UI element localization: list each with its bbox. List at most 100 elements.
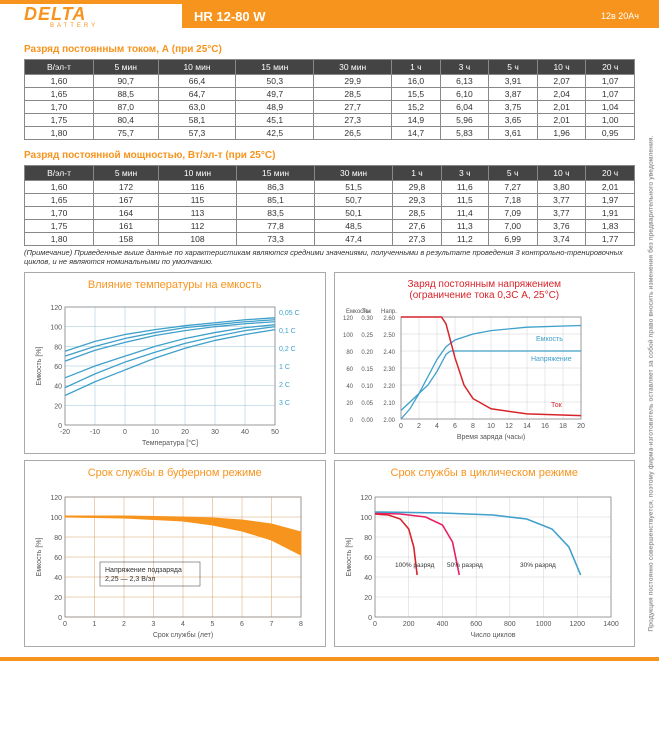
- svg-text:18: 18: [559, 423, 567, 430]
- svg-text:20: 20: [364, 595, 372, 602]
- svg-text:0: 0: [349, 418, 353, 424]
- svg-text:Число циклов: Число циклов: [470, 632, 515, 639]
- table-row: 1,7580,458,145,127,314,95,963,652,011,00: [25, 114, 635, 127]
- svg-text:Емкость: Емкость: [536, 336, 563, 343]
- svg-text:40: 40: [54, 575, 62, 582]
- table-row: 1,7087,063,048,927,715,26,043,752,011,04: [25, 101, 635, 114]
- header: DELTA BATTERY HR 12-80 W 12в 20Ач: [0, 4, 659, 28]
- svg-text:0: 0: [58, 615, 62, 622]
- svg-text:2.00: 2.00: [383, 418, 395, 424]
- svg-text:60: 60: [54, 555, 62, 562]
- svg-text:Температура [°C]: Температура [°C]: [142, 439, 198, 447]
- svg-text:6: 6: [453, 423, 457, 430]
- svg-text:0.05: 0.05: [361, 401, 373, 407]
- table-row: 1,6017211686,351,529,811,67,273,802,01: [25, 181, 635, 194]
- svg-text:3 С: 3 С: [279, 400, 290, 407]
- svg-text:0: 0: [368, 615, 372, 622]
- svg-text:80: 80: [54, 535, 62, 542]
- svg-text:80: 80: [54, 344, 62, 351]
- svg-text:-20: -20: [60, 429, 70, 436]
- svg-text:2.60: 2.60: [383, 316, 395, 322]
- svg-text:100: 100: [360, 515, 372, 522]
- svg-text:200: 200: [402, 621, 414, 628]
- svg-text:Ток: Ток: [362, 309, 372, 315]
- discharge-power-table: В/эл-т5 мин10 мин15 мин30 мин1 ч3 ч5 ч10…: [24, 165, 635, 246]
- svg-text:40: 40: [364, 575, 372, 582]
- svg-text:100: 100: [50, 325, 62, 332]
- svg-text:1 С: 1 С: [279, 364, 290, 371]
- svg-text:60: 60: [364, 555, 372, 562]
- svg-text:80: 80: [346, 350, 353, 356]
- svg-text:20: 20: [54, 595, 62, 602]
- svg-text:0: 0: [399, 423, 403, 430]
- table-row: 1,8015810873,347,427,311,26,993,741,77: [25, 233, 635, 246]
- brand-name: DELTA: [24, 4, 182, 25]
- svg-text:80: 80: [364, 535, 372, 542]
- svg-text:2,25 — 2,3 В/эл: 2,25 — 2,3 В/эл: [105, 576, 155, 583]
- svg-text:2.30: 2.30: [383, 367, 395, 373]
- chart-float-life: Срок службы в буферном режиме 0123456780…: [24, 460, 326, 647]
- svg-text:2: 2: [417, 423, 421, 430]
- spec-label: 12в 20Ач: [519, 4, 659, 28]
- svg-text:2.20: 2.20: [383, 384, 395, 390]
- chart2-title: Заряд постоянным напряжением: [407, 279, 561, 290]
- svg-text:2.40: 2.40: [383, 350, 395, 356]
- svg-text:0: 0: [58, 423, 62, 430]
- svg-text:60: 60: [346, 367, 353, 373]
- svg-text:120: 120: [342, 316, 353, 322]
- svg-text:0.20: 0.20: [361, 350, 373, 356]
- svg-text:1200: 1200: [569, 621, 585, 628]
- svg-text:3: 3: [152, 621, 156, 628]
- side-disclaimer: Продукция постоянно совершенствуется, по…: [648, 135, 655, 631]
- table2-title: Разряд постоянной мощностью, Вт/эл-т (пр…: [24, 150, 635, 161]
- footnote: (Примечание) Приведенные выше данные по …: [24, 248, 635, 266]
- svg-text:Емкость [%]: Емкость [%]: [346, 537, 353, 576]
- svg-text:60: 60: [54, 364, 62, 371]
- svg-text:12: 12: [505, 423, 513, 430]
- svg-text:40: 40: [241, 429, 249, 436]
- svg-text:0: 0: [63, 621, 67, 628]
- svg-text:30: 30: [211, 429, 219, 436]
- svg-text:Емкость [%]: Емкость [%]: [36, 537, 43, 576]
- table-row: 1,6090,766,450,329,916,06,133,912,071,07: [25, 75, 635, 88]
- svg-text:0: 0: [123, 429, 127, 436]
- svg-text:20: 20: [54, 403, 62, 410]
- chart4-title: Срок службы в циклическом режиме: [339, 467, 631, 479]
- svg-text:10: 10: [151, 429, 159, 436]
- svg-text:2: 2: [122, 621, 126, 628]
- svg-text:10: 10: [487, 423, 495, 430]
- svg-text:0.00: 0.00: [361, 418, 373, 424]
- svg-text:20: 20: [181, 429, 189, 436]
- table1-title: Разряд постоянным током, А (при 25°С): [24, 44, 635, 55]
- svg-text:0.25: 0.25: [361, 333, 373, 339]
- svg-text:4: 4: [435, 423, 439, 430]
- svg-text:40: 40: [346, 384, 353, 390]
- chart-cycle-life: Срок службы в циклическом режиме 0200400…: [334, 460, 636, 647]
- svg-text:Напряжение: Напряжение: [531, 356, 572, 363]
- svg-text:7: 7: [270, 621, 274, 628]
- svg-text:16: 16: [541, 423, 549, 430]
- model-label: HR 12-80 W: [182, 4, 519, 28]
- svg-text:0.15: 0.15: [361, 367, 373, 373]
- svg-text:600: 600: [470, 621, 482, 628]
- chart3-title: Срок службы в буферном режиме: [29, 467, 321, 479]
- svg-text:120: 120: [50, 495, 62, 502]
- svg-text:0.10: 0.10: [361, 384, 373, 390]
- svg-text:14: 14: [523, 423, 531, 430]
- svg-text:Емкость [%]: Емкость [%]: [36, 346, 43, 385]
- svg-text:2.50: 2.50: [383, 333, 395, 339]
- svg-text:800: 800: [504, 621, 516, 628]
- svg-text:20: 20: [577, 423, 585, 430]
- table-row: 1,6516711585,150,729,311,57,183,771,97: [25, 194, 635, 207]
- svg-text:120: 120: [50, 305, 62, 312]
- svg-text:5: 5: [211, 621, 215, 628]
- svg-text:100: 100: [342, 333, 353, 339]
- svg-text:Срок службы (лет): Срок службы (лет): [153, 631, 213, 639]
- svg-text:50: 50: [271, 429, 279, 436]
- svg-text:8: 8: [471, 423, 475, 430]
- svg-text:120: 120: [360, 495, 372, 502]
- svg-text:Напряжение подзаряда: Напряжение подзаряда: [105, 567, 182, 574]
- svg-text:30% разряд: 30% разряд: [520, 562, 556, 569]
- svg-text:0,05 С: 0,05 С: [279, 310, 300, 317]
- svg-text:0: 0: [373, 621, 377, 628]
